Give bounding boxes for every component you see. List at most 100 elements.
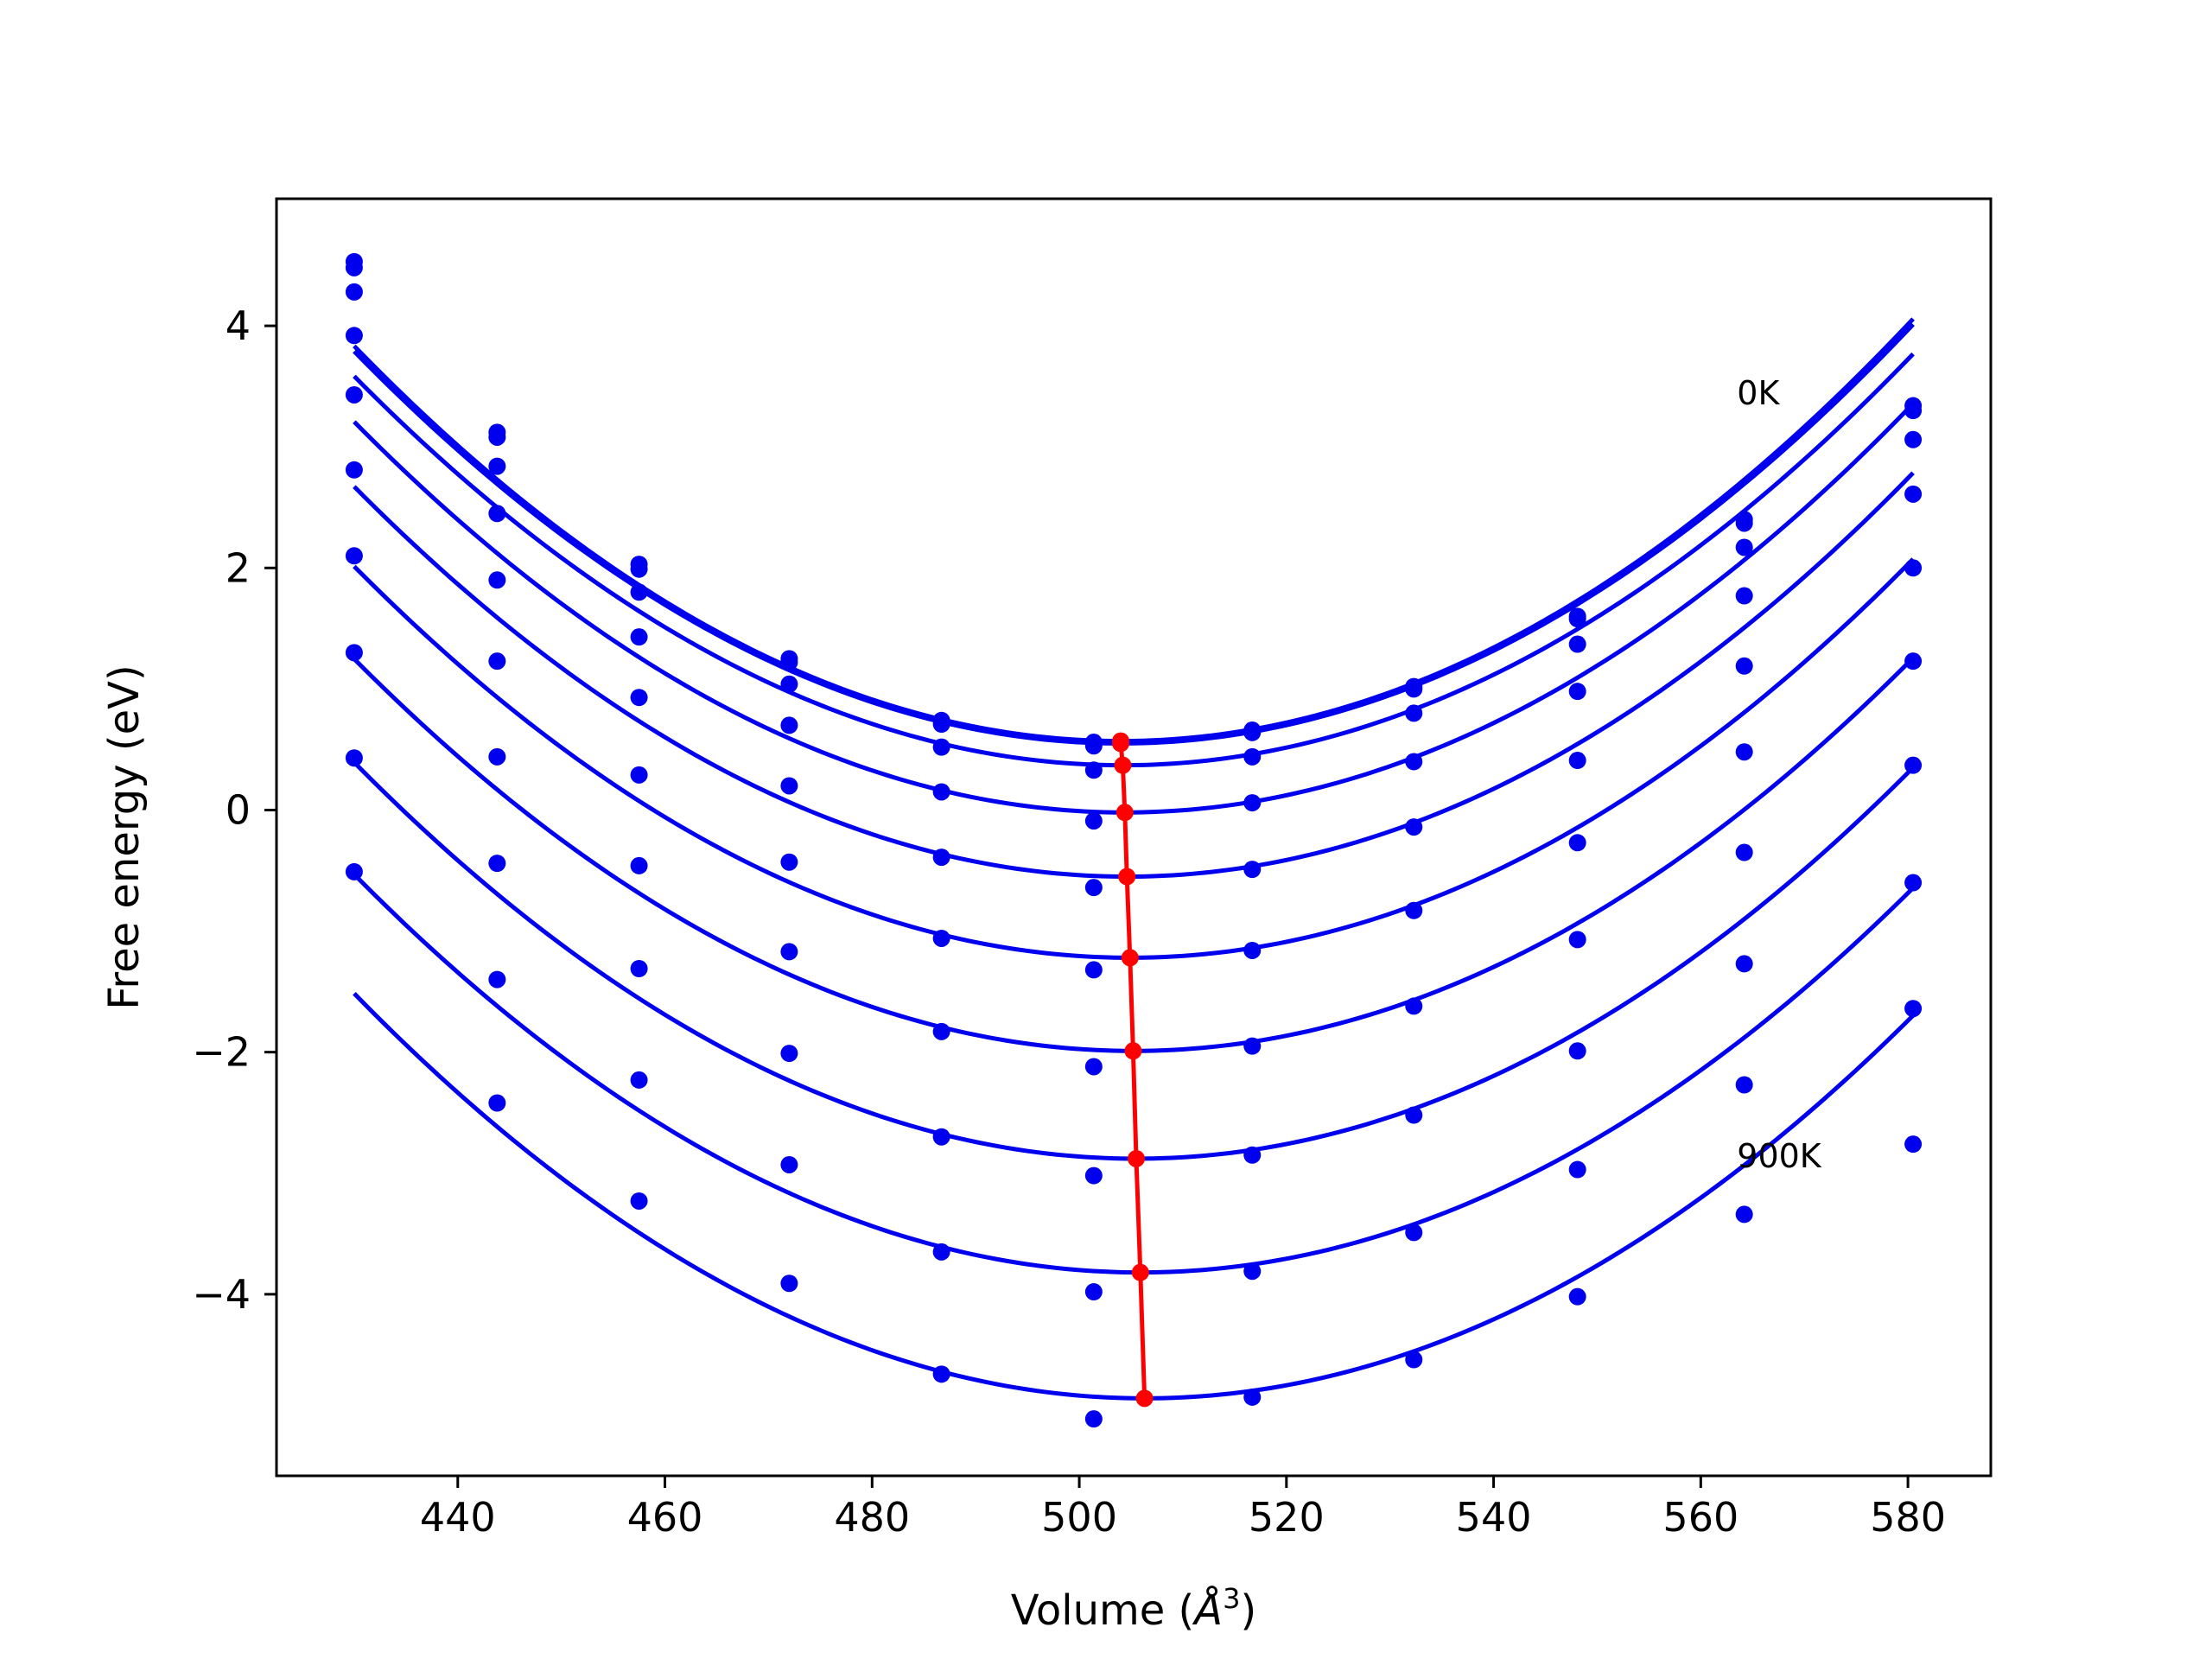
data-point	[932, 849, 950, 867]
data-point	[1084, 1283, 1103, 1301]
data-point	[1084, 737, 1103, 755]
data-point	[1735, 657, 1753, 675]
data-point	[630, 1071, 648, 1089]
data-point	[1084, 761, 1103, 779]
data-point	[780, 1155, 798, 1173]
data-point	[1568, 635, 1586, 653]
data-point	[345, 547, 363, 565]
x-tick-label: 480	[834, 1494, 910, 1541]
x-axis-title: Volume (Å3)	[1011, 1582, 1256, 1635]
data-point	[1904, 1135, 1923, 1154]
data-point	[1405, 680, 1423, 698]
data-point	[630, 560, 648, 578]
data-point	[1904, 652, 1923, 671]
data-point	[780, 1045, 798, 1063]
data-point	[1568, 1287, 1586, 1306]
data-point	[630, 766, 648, 784]
y-axis: −4 −2 0 2 4	[192, 302, 276, 1318]
data-point	[488, 571, 506, 589]
data-point	[780, 716, 798, 734]
annotation-label: 900K	[1737, 1137, 1822, 1175]
data-point	[345, 461, 363, 479]
fit-curve-3	[353, 402, 1915, 815]
y-tick-label: 2	[226, 544, 251, 591]
annotations: 0K 900K	[1737, 374, 1822, 1175]
data-point	[1405, 704, 1423, 722]
data-point	[1904, 485, 1923, 503]
data-point	[1735, 514, 1753, 532]
data-point	[1405, 997, 1423, 1015]
data-point	[932, 1243, 950, 1261]
data-point	[932, 738, 950, 756]
data-point	[1243, 1037, 1262, 1055]
data-point	[630, 689, 648, 707]
data-point	[1904, 1000, 1923, 1018]
data-point	[1904, 559, 1923, 577]
annotation-label: 0K	[1737, 374, 1780, 412]
data-point	[630, 628, 648, 646]
data-point	[345, 258, 363, 276]
x-tick-label: 440	[420, 1494, 496, 1541]
equilibrium-point	[1116, 804, 1134, 822]
data-point	[345, 283, 363, 301]
data-point	[1243, 941, 1262, 959]
data-point	[345, 327, 363, 345]
data-point	[488, 505, 506, 523]
data-point	[1243, 861, 1262, 879]
data-point	[1405, 1351, 1423, 1369]
data-point	[1405, 753, 1423, 771]
data-point	[932, 1128, 950, 1146]
y-tick-label: −4	[192, 1271, 251, 1318]
x-tick-label: 520	[1249, 1494, 1325, 1541]
data-point	[1243, 747, 1262, 766]
equilibrium-point	[1118, 868, 1136, 886]
y-tick-label: −2	[192, 1029, 251, 1076]
data-point	[630, 960, 648, 978]
data-point	[1568, 610, 1586, 628]
data-point	[488, 970, 506, 988]
data-point	[1568, 931, 1586, 949]
equilibrium-point	[1112, 734, 1130, 753]
data-point	[780, 675, 798, 693]
data-point	[1735, 587, 1753, 605]
fit-curve-2	[353, 352, 1915, 768]
y-tick-label: 4	[226, 302, 251, 349]
data-point	[932, 715, 950, 734]
x-tick-label: 540	[1456, 1494, 1532, 1541]
data-point	[1735, 955, 1753, 973]
fit-curve-9	[353, 992, 1915, 1401]
data-point	[780, 1274, 798, 1293]
equilibrium-point	[1135, 1389, 1154, 1408]
data-point	[1084, 879, 1103, 897]
data-point	[345, 644, 363, 662]
data-point	[1084, 1410, 1103, 1428]
data-point	[1405, 1106, 1423, 1124]
data-point	[1904, 402, 1923, 420]
x-tick-label: 560	[1662, 1494, 1738, 1541]
data-point	[780, 777, 798, 795]
data-point	[630, 856, 648, 874]
data-point	[1735, 538, 1753, 556]
data-point	[488, 747, 506, 766]
data-point	[1084, 1058, 1103, 1076]
data-point	[1243, 723, 1262, 741]
data-point	[630, 1192, 648, 1210]
data-point	[1405, 901, 1423, 919]
plot-area	[345, 252, 1923, 1428]
data-point	[1243, 1146, 1262, 1164]
data-point	[1904, 756, 1923, 774]
data-point	[1243, 794, 1262, 812]
data-point	[1568, 1042, 1586, 1060]
data-point	[780, 853, 798, 871]
data-point	[780, 653, 798, 671]
data-point	[488, 1094, 506, 1112]
data-point	[345, 862, 363, 880]
data-point	[488, 855, 506, 873]
fit-curve-1	[353, 322, 1915, 746]
data-point	[1568, 1160, 1586, 1179]
data-point	[1904, 430, 1923, 448]
data-point	[1735, 843, 1753, 861]
data-point	[345, 385, 363, 404]
data-point	[488, 428, 506, 446]
